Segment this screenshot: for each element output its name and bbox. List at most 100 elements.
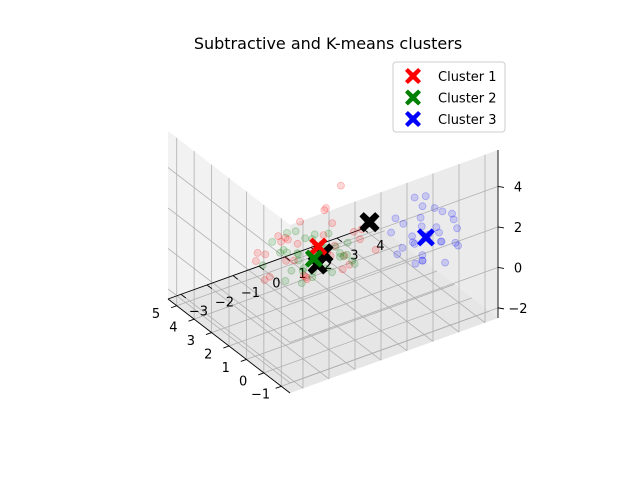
cluster-centers	[304, 212, 435, 275]
z-tick	[497, 185, 505, 188]
data-point-cluster-3	[408, 232, 417, 241]
z-tick-label: 0	[514, 261, 522, 276]
data-point-cluster-2	[299, 264, 308, 273]
data-point-cluster-2	[336, 249, 344, 257]
legend-frame	[392, 61, 506, 133]
gridline-z-left	[167, 288, 291, 384]
y-tick	[206, 284, 213, 289]
x-tick-label: 0	[239, 374, 247, 389]
gridline-y-floor	[310, 247, 434, 342]
data-point-cluster-1	[253, 248, 262, 257]
y-axis-line	[167, 223, 377, 300]
data-point-cluster-1	[340, 251, 349, 260]
x-tick	[205, 332, 212, 336]
y-tick	[336, 237, 343, 243]
gridline-x-floor	[263, 297, 472, 374]
data-point-cluster-2	[339, 252, 348, 261]
data-point-cluster-1	[293, 239, 302, 248]
data-point-cluster-2	[301, 234, 310, 243]
data-point-cluster-1	[289, 256, 298, 265]
data-point-cluster-2	[324, 229, 333, 238]
data-point-cluster-3	[408, 238, 417, 247]
data-point-cluster-2	[298, 266, 307, 275]
data-point-cluster-2	[297, 279, 306, 288]
y-tick-label: 3	[350, 248, 358, 263]
data-point-cluster-3	[391, 214, 400, 223]
kmeans-center-cluster-3	[416, 228, 435, 247]
data-point-cluster-1	[282, 256, 291, 265]
data-point-cluster-3	[436, 237, 445, 246]
legend: Cluster 1 Cluster 2 Cluster 3	[392, 61, 506, 133]
data-point-cluster-2	[283, 248, 291, 257]
gridline-y-floor	[284, 256, 408, 352]
data-point-cluster-3	[441, 258, 450, 267]
data-point-cluster-1	[296, 217, 304, 226]
gridline-y-floor	[232, 275, 356, 370]
kmeans-center-cluster-1	[309, 237, 328, 256]
legend-label-cluster-1: Cluster 1	[438, 70, 497, 85]
data-point-cluster-2	[328, 268, 337, 277]
data-point-cluster-2	[291, 227, 300, 236]
gridline-y-floor	[362, 228, 486, 324]
y-tick-label: 1	[298, 267, 306, 282]
data-point-cluster-2	[343, 238, 352, 247]
data-point-cluster-3	[418, 202, 427, 211]
data-point-cluster-3	[418, 256, 427, 265]
data-point-cluster-1	[277, 237, 286, 246]
data-point-cluster-1	[274, 232, 283, 241]
gridline-x-floor	[194, 243, 403, 320]
y-tick-label: 4	[376, 239, 384, 254]
legend-marker-cluster-1	[405, 68, 421, 84]
x-tick	[275, 385, 282, 389]
kmeans-center-cluster-2	[304, 249, 323, 268]
data-point-cluster-1	[299, 271, 308, 280]
data-point-cluster-2	[294, 256, 303, 265]
gridline-y-floor	[336, 237, 460, 333]
legend-marker-cluster-3	[405, 111, 421, 127]
data-point-cluster-2	[279, 245, 288, 254]
y-tick-label: −1	[241, 286, 260, 301]
data-point-cluster-1	[356, 235, 364, 244]
data-point-cluster-3	[416, 213, 425, 222]
data-point-cluster-2	[342, 250, 351, 259]
gridline-x-floor	[246, 284, 455, 360]
y-tick	[258, 265, 265, 271]
data-point-cluster-3	[451, 238, 460, 247]
y-tick	[232, 275, 239, 280]
data-point-cluster-1	[302, 273, 311, 282]
z-tick-label: 4	[514, 180, 522, 195]
gridline-y-floor	[258, 265, 382, 361]
gridline-z-right	[289, 307, 499, 384]
data-point-cluster-3	[393, 250, 402, 259]
data-point-cluster-2	[282, 228, 291, 237]
gridline-y-floor	[180, 293, 304, 389]
data-point-cluster-3	[410, 193, 419, 202]
y-tick	[284, 256, 291, 261]
gridline-z-left	[167, 207, 291, 303]
data-point-cluster-3	[418, 251, 427, 260]
data-point-cluster-3	[432, 223, 441, 232]
data-point-cluster-2	[348, 256, 357, 265]
data-point-cluster-3	[437, 237, 446, 246]
data-point-cluster-2	[258, 261, 267, 270]
subtractive-center-marker	[359, 212, 380, 233]
x-tick-label: −1	[251, 388, 270, 403]
data-point-cluster-1	[260, 276, 269, 284]
data-point-cluster-2	[310, 230, 319, 239]
gridline-z-left	[167, 167, 291, 262]
y-tick-label: 0	[272, 277, 280, 292]
legend-marker-cluster-2	[405, 89, 421, 106]
x-tick-label: 5	[152, 307, 160, 322]
y-tick-label: −3	[189, 305, 208, 320]
gridline-z-right	[289, 267, 499, 343]
data-point-cluster-3	[398, 243, 407, 252]
data-point-cluster-3	[410, 239, 419, 248]
data-point-cluster-2	[287, 266, 296, 275]
data-point-cluster-3	[399, 219, 408, 228]
data-point-cluster-3	[449, 215, 458, 224]
z-tick-label: −2	[508, 302, 527, 317]
data-point-cluster-3	[454, 241, 463, 250]
x-tick-label: 3	[187, 334, 195, 349]
